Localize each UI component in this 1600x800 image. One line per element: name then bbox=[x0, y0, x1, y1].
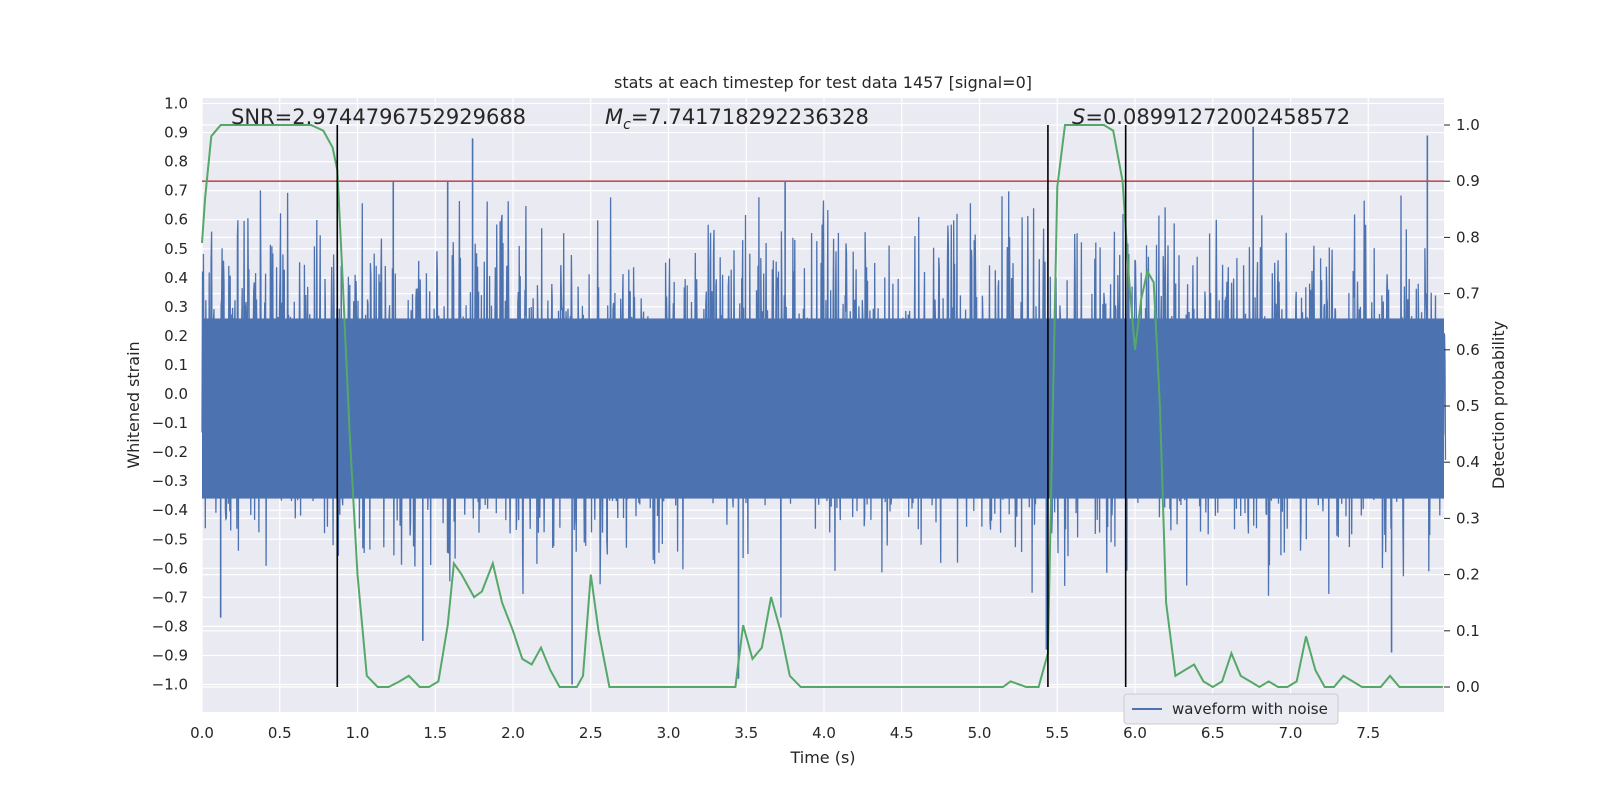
legend: waveform with noise bbox=[1123, 693, 1339, 725]
x-axis-label: Time (s) bbox=[789, 748, 855, 767]
x-tick-label: 5.5 bbox=[1045, 724, 1069, 742]
x-tick-label: 0.0 bbox=[190, 724, 214, 742]
y-tick-label: −0.8 bbox=[152, 617, 188, 635]
mc-symbol: M bbox=[605, 105, 623, 129]
mc-subscript: c bbox=[623, 117, 631, 133]
y-tick-label: 0.7 bbox=[164, 182, 188, 200]
legend-box bbox=[1123, 693, 1339, 725]
y2-tick-label: 0.9 bbox=[1456, 172, 1480, 190]
x-tick-label: 2.5 bbox=[579, 724, 603, 742]
y-tick-label: −0.3 bbox=[152, 472, 188, 490]
y-tick-label: −1.0 bbox=[152, 676, 188, 694]
y-tick-label: 0.9 bbox=[164, 124, 188, 142]
y2-tick-label: 1.0 bbox=[1456, 116, 1480, 134]
y-tick-label: 0.6 bbox=[164, 211, 188, 229]
mc-annotation: Mc=7.741718292236328 bbox=[605, 105, 869, 133]
y-tick-label: 1.0 bbox=[164, 95, 188, 113]
vertical-lines bbox=[336, 125, 1127, 687]
y-tick-label: −0.6 bbox=[152, 559, 188, 577]
y2-tick-label: 0.0 bbox=[1456, 678, 1480, 696]
x-tick-label: 7.5 bbox=[1356, 724, 1380, 742]
x-tick-label: 4.5 bbox=[890, 724, 914, 742]
y-tick-label: −0.2 bbox=[152, 443, 188, 461]
y-tick-label: 0.3 bbox=[164, 298, 188, 316]
y2-tick-label: 0.6 bbox=[1456, 341, 1480, 359]
y-tick-label: 0.4 bbox=[164, 269, 188, 287]
x-tick-label: 3.0 bbox=[657, 724, 681, 742]
x-tick-label: 7.0 bbox=[1279, 724, 1303, 742]
chart-title: stats at each timestep for test data 145… bbox=[614, 73, 1032, 92]
x-tick-label: 5.0 bbox=[968, 724, 992, 742]
y-tick-label: −0.9 bbox=[152, 646, 188, 664]
x-tick-label: 1.0 bbox=[346, 724, 370, 742]
y2-axis-ticks: 1.0 0.9 0.8 0.7 0.6 0.5 0.4 0.3 0.2 0.1 0.0 bbox=[1444, 116, 1480, 696]
y-tick-label: 0.5 bbox=[164, 240, 188, 258]
x-tick-label: 6.0 bbox=[1123, 724, 1147, 742]
y-tick-label: −0.1 bbox=[152, 414, 188, 432]
y-tick-label: −0.7 bbox=[152, 588, 188, 606]
s-value: =0.08991272002458572 bbox=[1085, 105, 1350, 129]
legend-label: waveform with noise bbox=[1172, 700, 1328, 718]
y2-tick-label: 0.1 bbox=[1456, 622, 1480, 640]
x-tick-label: 1.5 bbox=[423, 724, 447, 742]
y2-tick-label: 0.2 bbox=[1456, 566, 1480, 584]
y-tick-label: 0.0 bbox=[164, 385, 188, 403]
waveform-series bbox=[201, 126, 1447, 685]
probability-line bbox=[201, 124, 1443, 689]
y-tick-label: −0.5 bbox=[152, 530, 188, 548]
snr-annotation: SNR=2.9744796752929688 bbox=[231, 105, 526, 129]
waveform-line bbox=[201, 190, 1447, 618]
y2-tick-label: 0.5 bbox=[1456, 397, 1480, 415]
y-axis-label: Whitened strain bbox=[124, 341, 143, 468]
x-tick-label: 2.0 bbox=[501, 724, 525, 742]
y-tick-label: 0.1 bbox=[164, 356, 188, 374]
x-tick-label: 6.5 bbox=[1201, 724, 1225, 742]
mc-value: =7.741718292236328 bbox=[631, 105, 869, 129]
x-tick-label: 4.0 bbox=[812, 724, 836, 742]
y2-tick-label: 0.8 bbox=[1456, 228, 1480, 246]
x-tick-label: 3.5 bbox=[734, 724, 758, 742]
y-tick-label: 0.2 bbox=[164, 327, 188, 345]
y2-tick-label: 0.7 bbox=[1456, 285, 1480, 303]
probability-series bbox=[201, 124, 1443, 689]
y2-tick-label: 0.3 bbox=[1456, 509, 1480, 527]
y-axis-ticks: 1.0 0.9 0.8 0.7 0.6 0.5 0.4 0.3 0.2 0.1 0.0 −0.1 −0.… bbox=[152, 95, 188, 694]
x-axis-ticks: 0.0 0.5 1.0 1.5 2.0 2.5 3.0 3.5 4.0 4.5 5.0 5.5 6.0 6… bbox=[190, 724, 1380, 742]
s-symbol: S bbox=[1072, 105, 1085, 129]
y-tick-label: −0.4 bbox=[152, 501, 188, 519]
y-tick-label: 0.8 bbox=[164, 153, 188, 171]
y2-axis-label: Detection probability bbox=[1489, 321, 1508, 489]
y2-tick-label: 0.4 bbox=[1456, 453, 1480, 471]
x-tick-label: 0.5 bbox=[268, 724, 292, 742]
s-annotation: S=0.08991272002458572 bbox=[1072, 105, 1350, 129]
